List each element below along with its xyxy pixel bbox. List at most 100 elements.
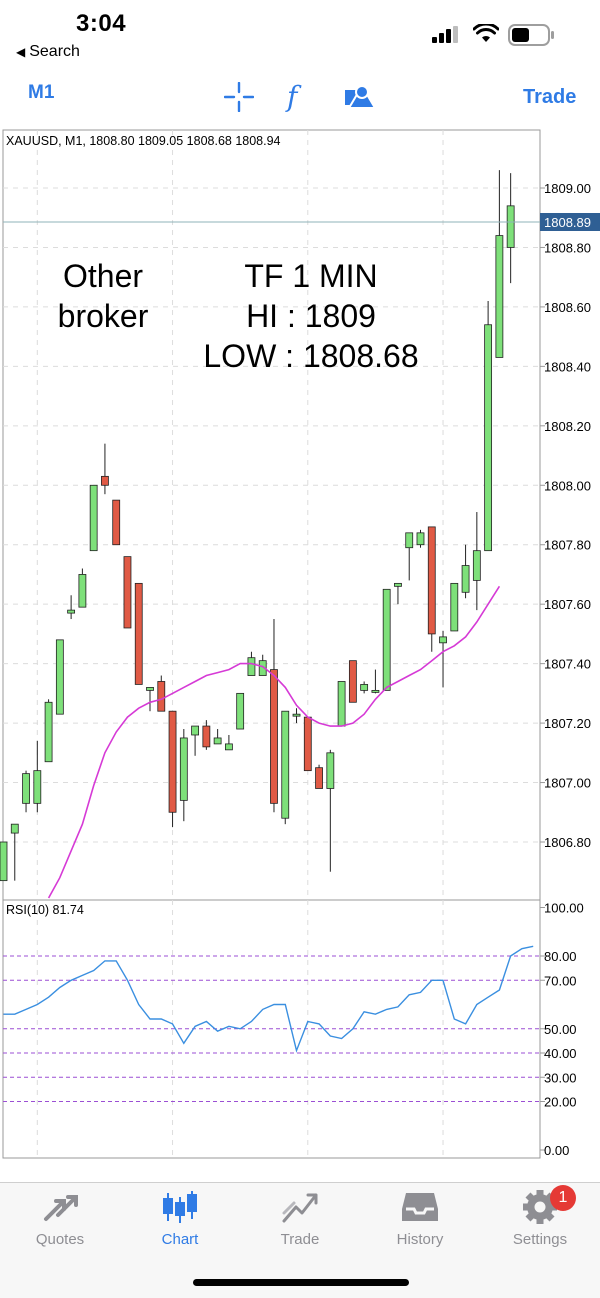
chart-header: XAUUSD, M1, 1808.80 1809.05 1808.68 1808… (6, 134, 281, 148)
back-to-search-link[interactable]: ◀ Search (16, 43, 80, 61)
price-tick-label: 1807.00 (544, 776, 591, 791)
candle-body (270, 669, 278, 804)
chart-candles-icon (163, 1191, 197, 1223)
annotation-line: TF 1 MIN (244, 258, 378, 294)
tab-label: Quotes (35, 1231, 85, 1248)
candle-body (472, 550, 481, 581)
annotation-stats: TF 1 MIN HI : 1809 LOW : 1808.68 (180, 256, 442, 376)
back-triangle-icon: ◀ (16, 45, 26, 59)
rsi-tick-label: 100.00 (544, 901, 584, 916)
candle-body (191, 725, 199, 736)
candle-body (67, 609, 76, 614)
price-tick-label: 1808.60 (544, 300, 591, 315)
candle-body (78, 574, 87, 608)
annotation-line: broker (57, 298, 149, 334)
price-chart[interactable]: 1808.89 XAUUSD, M1, 1808.80 1809.05 1808… (0, 128, 600, 1160)
indicators-function-icon[interactable]: f (287, 80, 298, 113)
candle-body (461, 565, 470, 593)
price-tick-label: 1807.80 (544, 538, 591, 553)
tab-bar: Quotes Chart Trade History (0, 1182, 600, 1298)
candle-body (146, 687, 154, 691)
candle-body (258, 660, 267, 676)
candle-body (157, 681, 166, 712)
rsi-header: RSI(10) 81.74 (6, 903, 84, 917)
tab-settings[interactable]: Settings (480, 1189, 600, 1248)
price-tick-label: 1806.80 (544, 835, 591, 850)
candle-body (236, 692, 245, 730)
annotation-broker: Other broker (40, 256, 166, 336)
candle-body (371, 689, 380, 693)
candle-body (394, 582, 402, 587)
candle-body (281, 710, 290, 819)
rsi-tick-label: 30.00 (544, 1070, 577, 1085)
candle-body (326, 752, 335, 789)
candle-body (405, 532, 414, 549)
price-tick-label: 1808.20 (544, 419, 591, 434)
tab-label: Trade (280, 1231, 320, 1248)
trade-line-icon (282, 1193, 318, 1223)
price-tick-label: 1807.40 (544, 657, 591, 672)
settings-notification-badge: 1 (550, 1185, 576, 1211)
candle-body (292, 713, 301, 717)
price-tick-label: 1807.60 (544, 597, 591, 612)
candle-body (450, 582, 459, 632)
wifi-icon (473, 24, 499, 42)
tab-history[interactable]: History (360, 1189, 480, 1248)
candle-body (213, 737, 222, 745)
crosshair-icon[interactable] (224, 82, 254, 112)
settings-gear-icon (523, 1190, 557, 1224)
candle-body (506, 205, 515, 248)
rsi-tick-label: 70.00 (544, 973, 577, 988)
price-axis: 1809.00 1808.80 1808.60 1808.40 1808.20 1808.… (544, 181, 591, 850)
annotation-line: HI : 1809 (246, 298, 376, 334)
annotation-line: LOW : 1808.68 (203, 338, 419, 374)
candle-body (224, 743, 233, 751)
tab-label: Settings (512, 1231, 568, 1248)
rsi-level-lines (3, 955, 540, 1102)
candle-body (134, 582, 143, 685)
candle-body (55, 639, 64, 715)
price-tick-label: 1808.40 (544, 359, 591, 374)
candle-body (337, 681, 346, 727)
candle-body (101, 475, 109, 486)
price-tick-label: 1807.20 (544, 716, 591, 731)
annotation-line: Other (62, 258, 144, 294)
tab-chart[interactable]: Chart (120, 1189, 240, 1248)
candle-body (10, 823, 19, 834)
candle-body (348, 660, 357, 703)
tab-trade[interactable]: Trade (240, 1189, 360, 1248)
timeframe-button[interactable]: M1 (28, 82, 55, 103)
candle-body (202, 725, 211, 748)
candle-body (123, 556, 132, 629)
quotes-arrows-icon (44, 1195, 78, 1221)
rsi-tick-label: 80.00 (544, 949, 577, 964)
candle-body (89, 484, 98, 552)
history-tray-icon (402, 1193, 438, 1221)
candlestick-series (0, 170, 515, 882)
objects-shapes-icon[interactable] (345, 84, 375, 110)
candle-body (382, 588, 391, 691)
candle-body (247, 657, 256, 676)
back-search-label: Search (29, 43, 80, 60)
current-price-tag (540, 213, 600, 231)
price-tick-label: 1808.80 (544, 240, 591, 255)
candle-body (112, 499, 121, 546)
candle-body (495, 235, 504, 358)
price-tick-label: 1809.00 (544, 181, 591, 196)
home-indicator (193, 1279, 409, 1286)
rsi-line (3, 945, 534, 1053)
candle-body (416, 532, 425, 546)
moving-average-line (47, 585, 501, 899)
candle-body (44, 701, 53, 763)
tab-label: History (396, 1231, 444, 1248)
trade-button[interactable]: Trade (523, 86, 577, 108)
candle-body (33, 770, 42, 804)
cellular-signal-icon (432, 26, 458, 43)
tab-quotes[interactable]: Quotes (0, 1189, 120, 1248)
candle-body (315, 767, 323, 789)
rsi-tick-label: 50.00 (544, 1022, 577, 1037)
status-time: 3:04 (76, 10, 127, 37)
price-grid (3, 187, 545, 843)
rsi-tick-label: 40.00 (544, 1046, 577, 1061)
rsi-tick-label: 0.00 (544, 1143, 569, 1158)
